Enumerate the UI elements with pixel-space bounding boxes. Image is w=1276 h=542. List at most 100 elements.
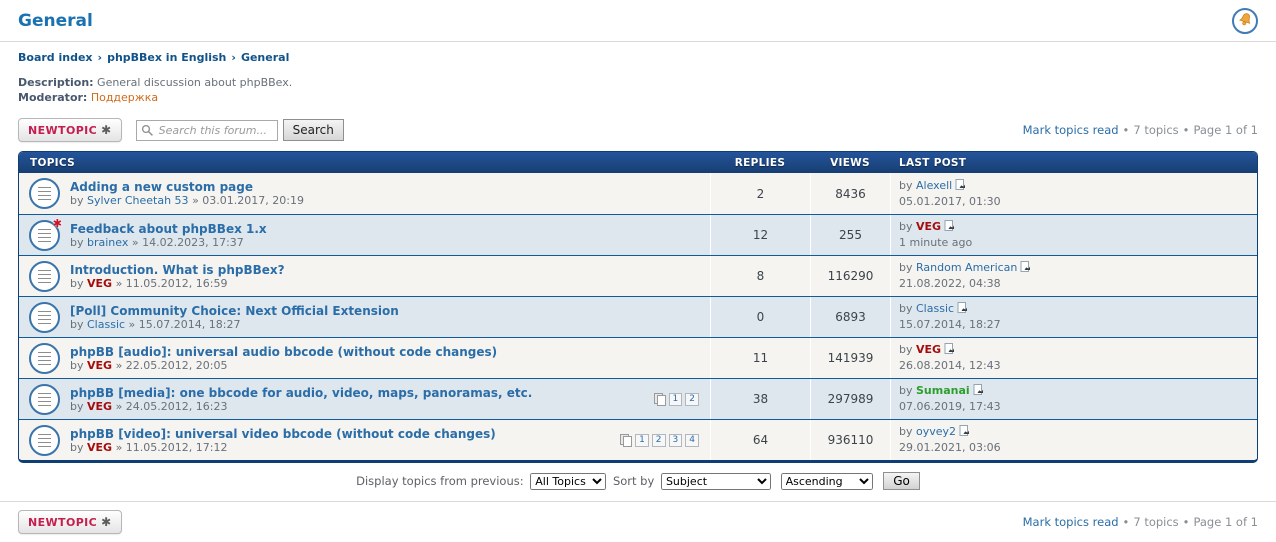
breadcrumb-link-forum[interactable]: General [240,51,290,64]
topic-author-link[interactable]: Sylver Cheetah 53 [87,194,189,207]
unread-star-icon: ✱ [52,216,62,230]
table-header-row: TOPICS REPLIES VIEWS LAST POST [19,152,1257,173]
search-input[interactable] [135,119,278,141]
paper-lines-icon [38,433,51,447]
last-post-date: 1 minute ago [899,236,973,249]
topic-status-icon: ✱ [29,216,62,251]
last-post-cell: by Classic 15.07.2014, 18:27 [890,297,1257,337]
topic-page-link[interactable]: 4 [685,433,699,447]
last-post-cell: by Alexell 05.01.2017, 01:30 [890,173,1257,214]
topic-page-link[interactable]: 2 [685,392,699,406]
moderator-link[interactable]: Поддержка [90,91,159,104]
topic-page-link[interactable]: 2 [651,433,666,447]
topic-author-link[interactable]: VEG [87,440,113,454]
topic-cell: phpBB [audio]: universal audio bbcode (w… [19,338,710,378]
search-icon [141,124,153,136]
description-label: Description: [18,76,94,89]
last-post-author-link[interactable]: VEG [916,343,942,356]
last-post-cell: by oyvey2 29.01.2021, 03:06 [890,420,1257,460]
bullet-separator: • [1122,515,1130,529]
topic-list-info-bottom: Mark topics read • 7 topics • Page 1 of 1 [1023,515,1258,529]
topic-status-icon [29,383,60,415]
topic-title-link[interactable]: phpBB [video]: universal video bbcode (w… [70,426,496,441]
column-header-replies: REPLIES [734,156,786,169]
topic-title-link[interactable]: Feedback about phpBBex 1.x [70,221,267,236]
topic-author-link[interactable]: VEG [87,399,113,413]
topic-cell: Adding a new custom page by Sylver Cheet… [19,173,710,214]
topic-meta: by Classic » 15.07.2014, 18:27 [70,317,241,331]
topic-title-link[interactable]: phpBB [audio]: universal audio bbcode (w… [70,344,498,359]
new-topic-label: NEWTOPIC [28,515,98,529]
topic-meta: by VEG » 22.05.2012, 20:05 [70,358,228,372]
topic-rows: Adding a new custom page by Sylver Cheet… [19,173,1257,460]
goto-last-post-icon[interactable] [1020,261,1031,277]
last-post-author-link[interactable]: Sumanai [916,384,970,397]
sort-key-select[interactable]: Subject [660,473,771,490]
paper-lines-icon [38,351,51,365]
views-count: 116290 [810,256,890,296]
topic-meta: by brainex » 14.02.2023, 17:37 [70,235,244,249]
mark-topics-read-link-bottom[interactable]: Mark topics read [1022,515,1119,529]
goto-last-post-icon[interactable] [959,425,970,441]
topic-cell: [Poll] Community Choice: Next Official E… [19,297,710,337]
topics-table: TOPICS REPLIES VIEWS LAST POST Adding a … [18,151,1258,463]
goto-last-post-icon[interactable] [955,178,966,195]
new-topic-button[interactable]: NEWTOPIC ✱ [18,118,122,142]
mark-topics-read-link[interactable]: Mark topics read [1022,123,1119,137]
last-post-date: 05.01.2017, 01:30 [899,194,1001,208]
last-post-author-link[interactable]: oyvey2 [916,425,957,438]
topic-cell: phpBB [video]: universal video bbcode (w… [19,420,710,460]
topic-title-link[interactable]: phpBB [media]: one bbcode for audio, vid… [70,385,533,400]
display-period-select[interactable]: All Topics [530,473,607,490]
topic-status-icon [29,424,60,456]
topic-title-link[interactable]: Adding a new custom page [70,180,253,194]
topic-title-link[interactable]: Introduction. What is phpBBex? [70,262,285,277]
topic-author-link[interactable]: brainex [87,235,129,249]
topic-text: phpBB [video]: universal video bbcode (w… [70,427,496,454]
last-post-author-link[interactable]: Alexell [916,178,953,192]
pages-icon [653,392,666,406]
topic-page-link[interactable]: 3 [668,433,683,447]
display-controls: Display topics from previous: All Topics… [0,472,1276,490]
forum-description: Description: General discussion about ph… [0,64,1276,105]
breadcrumb-link-board-index[interactable]: Board index [18,51,93,64]
moderator-label: Moderator: [18,91,88,104]
topic-page-link[interactable]: 1 [635,433,649,447]
views-count: 297989 [810,379,890,419]
topic-author-link[interactable]: VEG [87,358,113,372]
new-topic-button-bottom[interactable]: NEWTOPIC ✱ [18,510,122,534]
last-post-date: 07.06.2019, 17:43 [899,400,1001,413]
divider [0,501,1276,502]
topic-author-link[interactable]: Classic [87,317,126,331]
page-title: General [18,11,93,31]
breadcrumb-link-category[interactable]: phpBBex in English [107,51,227,64]
new-topic-star-icon: ✱ [101,515,112,529]
breadcrumb-separator: › [97,51,103,64]
topic-count: 7 topics [1133,123,1179,137]
last-post-author-link[interactable]: VEG [916,220,942,233]
topic-title-link[interactable]: [Poll] Community Choice: Next Official E… [70,303,399,318]
goto-last-post-icon[interactable] [944,343,955,359]
topic-page-link[interactable]: 1 [668,392,683,406]
sort-direction-select[interactable]: Ascending [780,473,873,490]
goto-last-post-icon[interactable] [944,220,955,236]
display-topics-label: Display topics from previous: [356,474,524,488]
topic-date: 11.05.2012, 16:59 [125,276,228,290]
column-header-views: VIEWS [830,156,870,169]
topic-meta: by VEG » 11.05.2012, 16:59 [70,276,228,290]
topic-row: Adding a new custom page by Sylver Cheet… [19,173,1257,214]
search-button[interactable]: Search [282,119,344,141]
go-button[interactable]: Go [883,472,920,490]
topic-author-link[interactable]: VEG [87,276,113,290]
page-header: General [0,0,1276,42]
topic-cell: Introduction. What is phpBBex? by VEG » … [19,256,710,296]
goto-last-post-icon[interactable] [957,302,968,318]
last-post-date: 21.08.2022, 04:38 [899,277,1001,290]
bullet-separator: • [1182,515,1190,529]
last-post-author-link[interactable]: Random American [916,261,1018,274]
topic-meta: by VEG » 11.05.2012, 17:12 [70,440,228,454]
forum-search [135,119,278,141]
last-post-author-link[interactable]: Classic [916,302,955,315]
goto-last-post-icon[interactable] [973,384,984,400]
feed-button[interactable] [1232,8,1258,34]
